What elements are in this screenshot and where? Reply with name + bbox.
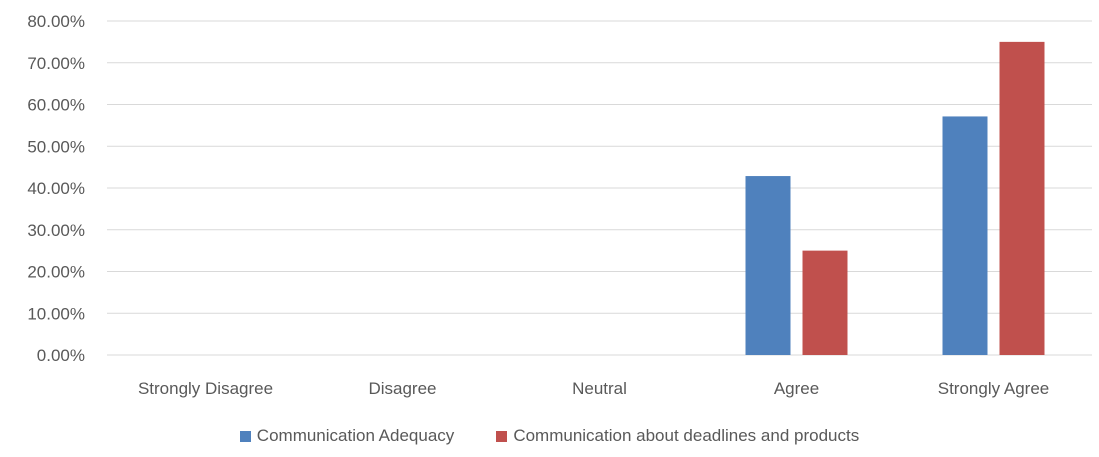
x-tick-label: Agree xyxy=(774,379,819,398)
x-tick-label: Disagree xyxy=(368,379,436,398)
bar-series-2 xyxy=(802,250,848,355)
y-tick-label: 50.00% xyxy=(27,137,85,156)
x-tick-label: Strongly Disagree xyxy=(138,379,273,398)
legend-label-series-1: Communication Adequacy xyxy=(256,426,455,445)
bar-series-1 xyxy=(942,116,988,356)
bar-series-2 xyxy=(999,41,1045,355)
bar-series-1 xyxy=(745,176,791,355)
legend-item-series-1: Communication Adequacy xyxy=(239,426,455,446)
x-tick-label: Neutral xyxy=(572,379,627,398)
y-tick-label: 40.00% xyxy=(27,179,85,198)
y-tick-label: 80.00% xyxy=(27,12,85,31)
y-tick-label: 60.00% xyxy=(27,96,85,115)
y-tick-label: 70.00% xyxy=(27,54,85,73)
x-tick-label: Strongly Agree xyxy=(938,379,1050,398)
y-tick-label: 0.00% xyxy=(37,346,85,365)
legend-swatch-series-1 xyxy=(239,430,251,442)
y-tick-label: 10.00% xyxy=(27,304,85,323)
legend-swatch-series-2 xyxy=(496,430,508,442)
chart-legend: Communication Adequacy Communication abo… xyxy=(0,426,1099,446)
y-tick-label: 30.00% xyxy=(27,221,85,240)
y-tick-label: 20.00% xyxy=(27,263,85,282)
legend-item-series-2: Communication about deadlines and produc… xyxy=(496,426,859,446)
legend-label-series-2: Communication about deadlines and produc… xyxy=(513,426,860,445)
